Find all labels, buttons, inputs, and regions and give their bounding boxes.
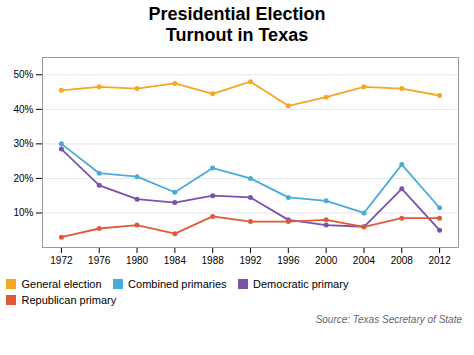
html-text:Presidential Election Turnout: Presidential Election Turnout in Texas	[148, 4, 326, 45]
svg-text:50%: 50%	[13, 69, 33, 80]
html-text:Republican primary: Republican primary	[21, 294, 117, 307]
svg-text:1992: 1992	[239, 255, 262, 266]
svg-text:30%: 30%	[13, 138, 33, 149]
svg-text:2000: 2000	[315, 255, 338, 266]
svg-text:1976: 1976	[88, 255, 111, 266]
svg-text:1984: 1984	[164, 255, 187, 266]
svg-text:1996: 1996	[277, 255, 300, 266]
svg-text:40%: 40%	[13, 104, 33, 115]
svg-text:20%: 20%	[13, 173, 33, 184]
svg-text:1980: 1980	[126, 255, 149, 266]
svg-text:1988: 1988	[202, 255, 225, 266]
html-text:Combined primaries: Combined primaries	[128, 277, 227, 290]
svg-text:2004: 2004	[353, 255, 376, 266]
html-text:General election: General election	[21, 277, 102, 290]
html-text:Democratic primary: Democratic primary	[253, 277, 349, 290]
svg-text:2008: 2008	[391, 255, 414, 266]
svg-text:10%: 10%	[13, 208, 33, 219]
svg-text:1972: 1972	[50, 255, 73, 266]
html-text:Source: Texas Secretary of Sta: Source: Texas Secretary of State	[315, 313, 462, 325]
svg-text:2012: 2012	[428, 255, 451, 266]
